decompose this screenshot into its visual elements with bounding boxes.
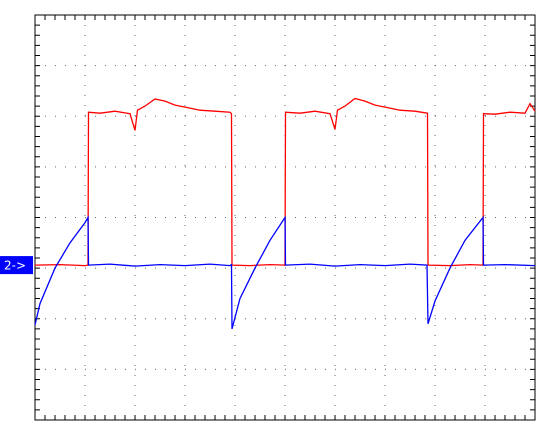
reference-marker-label: 2-> bbox=[4, 259, 26, 273]
trace bbox=[34, 215, 536, 330]
plot-frame bbox=[34, 14, 536, 421]
reference-marker bbox=[0, 256, 33, 275]
trace bbox=[34, 97, 536, 267]
